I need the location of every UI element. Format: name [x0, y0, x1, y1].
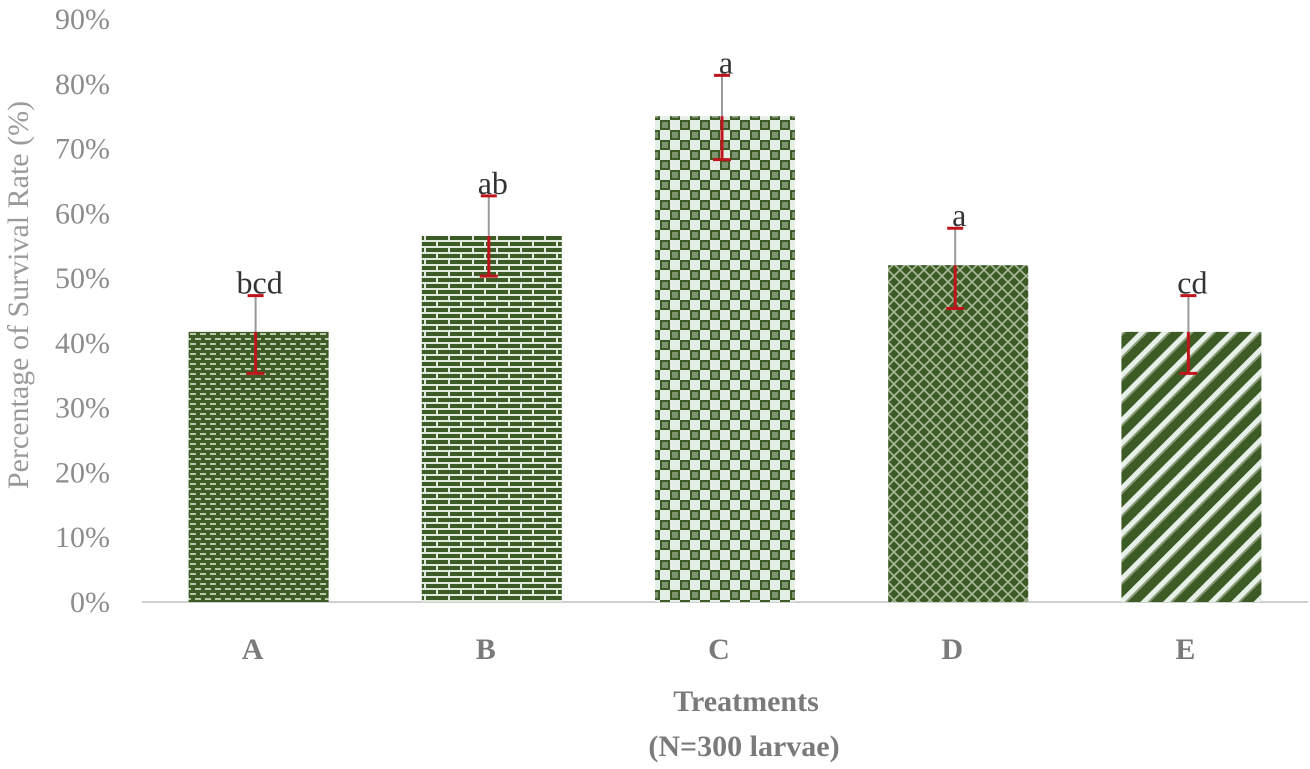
error-bar-e — [1179, 294, 1198, 375]
category-label-e: E — [1175, 633, 1195, 666]
error-bar-d — [946, 226, 965, 311]
significance-label-e: cd — [1177, 265, 1207, 301]
y-tick-label: 20% — [55, 456, 110, 489]
y-tick-label: 90% — [55, 3, 110, 36]
y-tick-label: 60% — [55, 197, 110, 230]
x-axis-subtitle: (N=300 larvae) — [648, 730, 839, 763]
y-tick-label: 0% — [70, 586, 110, 619]
y-tick-label: 70% — [55, 133, 110, 166]
error-bar-c — [713, 73, 731, 162]
bar-d — [888, 265, 1029, 602]
error-bar-b — [479, 194, 498, 278]
category-label-b: B — [476, 633, 496, 666]
y-axis-title: Percentage of Survival Rate (%) — [2, 101, 35, 489]
y-tick-label: 10% — [55, 521, 110, 554]
significance-label-c: a — [719, 44, 733, 80]
significance-label-d: a — [952, 197, 966, 233]
y-tick-label: 40% — [55, 327, 110, 360]
x-axis-title: Treatments — [673, 685, 819, 718]
y-tick-label: 50% — [55, 262, 110, 295]
error-bar-a — [246, 294, 265, 375]
bar-e — [1121, 331, 1262, 602]
bar-b — [421, 236, 562, 602]
category-labels-group: A B C D E — [242, 633, 1196, 666]
category-label-a: A — [242, 633, 264, 666]
bar-a — [188, 331, 329, 602]
bars-group — [188, 116, 1262, 603]
y-tick-label: 30% — [55, 392, 110, 425]
significance-label-a: bcd — [236, 265, 282, 301]
y-tick-label: 80% — [55, 68, 110, 101]
y-axis-ticks: 0% 10% 20% 30% 40% 50% 60% 70% 80% 90% — [55, 3, 110, 619]
category-label-c: C — [708, 633, 730, 666]
significance-labels-group: bcd ab a a cd — [236, 44, 1207, 300]
significance-label-b: ab — [478, 165, 508, 201]
bar-c — [655, 116, 795, 603]
error-bars-group — [246, 73, 1198, 375]
category-label-d: D — [941, 633, 963, 666]
